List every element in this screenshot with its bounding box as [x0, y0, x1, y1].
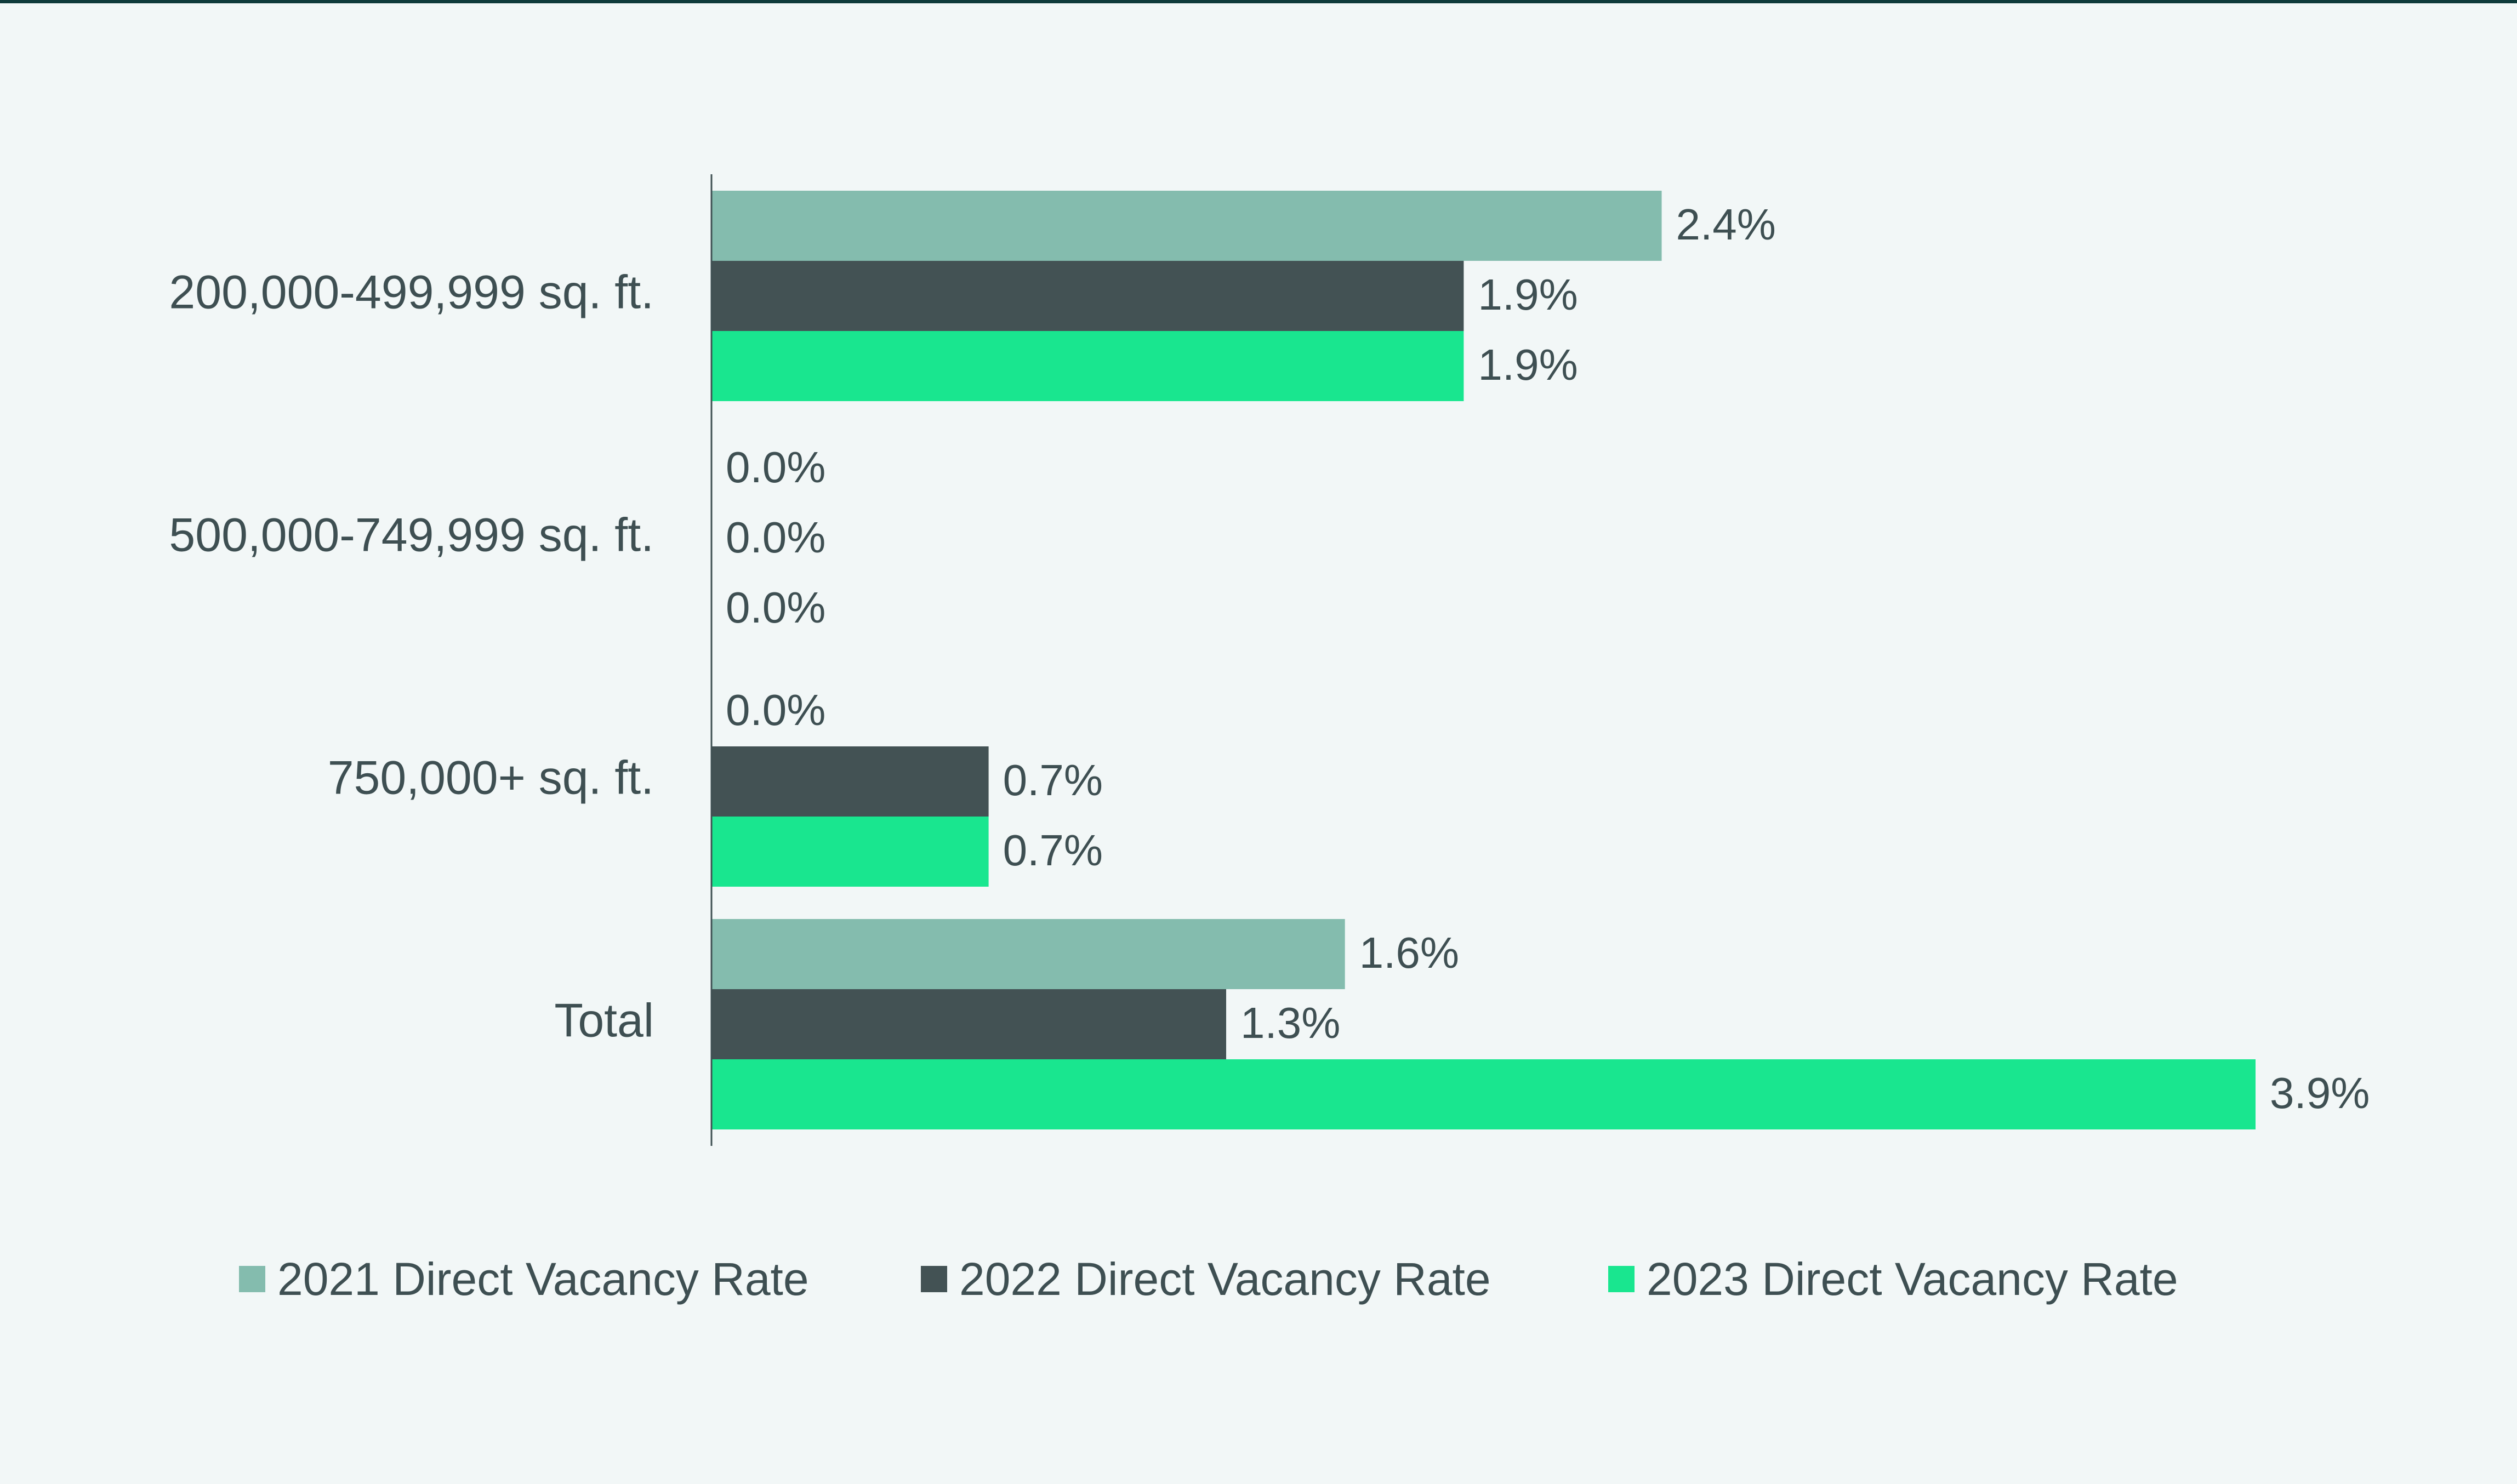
data-label: 1.3%	[1240, 998, 1340, 1047]
data-label: 0.0%	[726, 513, 825, 562]
data-label: 1.9%	[1478, 340, 1578, 389]
legend: 2021 Direct Vacancy Rate 2022 Direct Vac…	[0, 1252, 2517, 1306]
data-label: 1.6%	[1359, 928, 1459, 977]
legend-swatch-2022	[921, 1266, 947, 1292]
data-label: 3.9%	[2270, 1069, 2370, 1117]
legend-item-2023: 2023 Direct Vacancy Rate	[1608, 1252, 2178, 1306]
legend-item-2021: 2021 Direct Vacancy Rate	[239, 1252, 809, 1306]
bar	[711, 989, 1226, 1059]
bar	[711, 261, 1464, 331]
bar	[711, 746, 989, 817]
legend-swatch-2023	[1608, 1266, 1635, 1292]
vacancy-bar-chart: 200,000-499,999 sq. ft. 2.4% 1.9% 1.9% 500,0…	[169, 174, 2370, 1146]
category-label: 500,000-749,999 sq. ft.	[169, 509, 654, 562]
data-label: 0.7%	[1003, 826, 1103, 875]
legend-label-2023: 2023 Direct Vacancy Rate	[1647, 1253, 2178, 1305]
bar	[711, 331, 1464, 401]
data-label: 2.4%	[1676, 200, 1776, 249]
data-label: 1.9%	[1478, 270, 1578, 319]
data-label: 0.0%	[726, 583, 825, 632]
category-label: 200,000-499,999 sq. ft.	[169, 266, 654, 319]
legend-swatch-2021	[239, 1266, 265, 1292]
data-label: 0.0%	[726, 686, 825, 734]
bar	[711, 191, 1662, 261]
bar	[711, 1059, 2256, 1129]
legend-label-2021: 2021 Direct Vacancy Rate	[277, 1253, 809, 1305]
legend-label-2022: 2022 Direct Vacancy Rate	[959, 1253, 1491, 1305]
category-label: 750,000+ sq. ft.	[328, 752, 654, 804]
category-label: Total	[554, 995, 654, 1047]
data-label: 0.0%	[726, 443, 825, 492]
bar	[711, 919, 1345, 989]
legend-item-2022: 2022 Direct Vacancy Rate	[921, 1252, 1491, 1306]
data-label: 0.7%	[1003, 756, 1103, 804]
bar	[711, 817, 989, 887]
